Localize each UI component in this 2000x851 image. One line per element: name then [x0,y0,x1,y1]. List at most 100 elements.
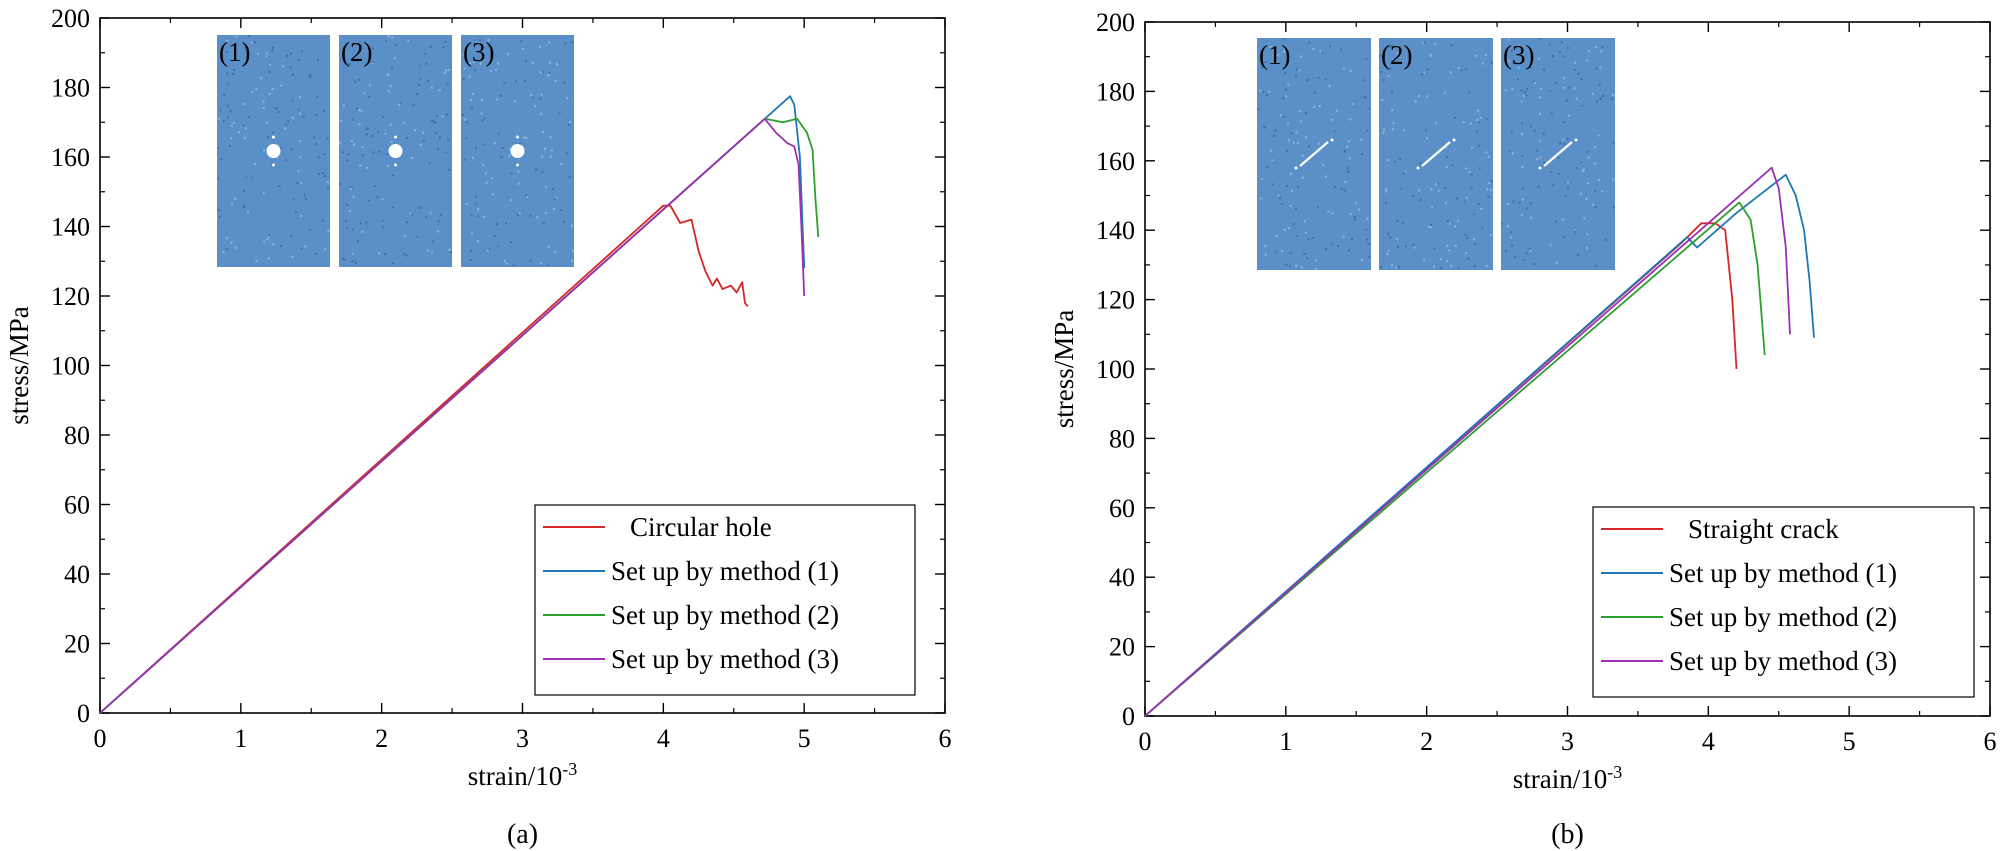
specimen-texture [1437,189,1440,192]
specimen-texture [234,246,237,249]
specimen-texture [1537,57,1540,60]
specimen-texture [393,57,396,60]
specimen-texture [1317,142,1320,145]
specimen-texture [490,60,493,63]
x-axis-label-exponent: -3 [1607,762,1622,782]
specimen-texture [1552,184,1555,187]
specimen-texture [1470,146,1473,149]
specimen-texture [1529,250,1532,253]
specimen-texture [1555,220,1558,223]
specimen-texture [550,149,553,152]
specimen-texture [1596,100,1599,103]
specimen-texture [1507,38,1510,41]
specimen-texture [268,71,271,74]
specimen-texture [1271,159,1274,162]
specimen-texture [1269,149,1272,152]
specimen-texture [554,79,557,82]
specimen-texture [1579,192,1582,195]
crack-particle [1574,138,1578,142]
hole-particle [516,135,519,139]
specimen-texture [564,42,567,45]
specimen-texture [497,62,500,65]
specimen-texture [402,121,405,124]
specimen-texture [469,258,472,261]
specimen-texture [536,216,539,219]
specimen-texture [493,142,496,145]
specimen-texture [1348,157,1351,160]
specimen-texture [1537,185,1540,188]
specimen-texture [1411,195,1414,198]
specimen-texture [220,158,223,161]
specimen-texture [404,235,407,238]
specimen-texture [303,194,306,197]
specimen-texture [266,55,269,58]
specimen-texture [351,228,354,231]
specimen-texture [1429,53,1432,56]
specimen-texture [1562,55,1565,58]
legend-label: Circular hole [630,512,772,542]
specimen-texture [492,193,495,196]
specimen-texture [1445,155,1448,158]
specimen-texture [567,124,570,127]
x-tick-label: 1 [234,724,247,753]
specimen-texture [513,100,516,103]
specimen-texture [532,96,535,99]
specimen-texture [1426,95,1429,98]
legend-label: Straight crack [1688,514,1839,544]
specimen-texture [439,136,442,139]
specimen-texture [1358,208,1361,211]
specimen-texture [1454,244,1457,247]
specimen-texture [351,260,354,263]
specimen-texture [443,71,446,74]
specimen-texture [1365,228,1368,231]
specimen-texture [1426,137,1429,140]
specimen-texture [1466,236,1469,239]
specimen-texture [384,253,387,256]
specimen-texture [280,84,283,87]
specimen-texture [1464,167,1467,170]
y-tick-label: 140 [1096,216,1135,245]
specimen-texture [1594,162,1597,165]
specimen-texture [435,115,438,118]
specimen-texture [1350,238,1353,241]
specimen-texture [530,94,533,97]
specimen-texture [447,69,450,72]
specimen-texture [304,245,307,248]
specimen-texture [1431,206,1434,209]
inset-label: (3) [1503,40,1534,70]
specimen-texture [1275,234,1278,237]
specimen-texture [382,226,385,229]
specimen-texture [560,162,563,165]
panel-label: (a) [507,819,538,850]
specimen-texture [1518,201,1521,204]
specimen-texture [1390,264,1393,267]
hole-particle [394,135,397,139]
specimen-texture [1379,54,1382,57]
specimen-texture [374,184,377,187]
straight-crack-mark [1421,141,1451,167]
specimen-texture [392,262,395,265]
x-tick-label: 3 [516,724,529,753]
specimen-texture [435,131,438,134]
circular-hole-mark [266,144,281,158]
specimen-texture [554,250,557,253]
crack-particle [1294,166,1298,170]
specimen-texture [1382,131,1385,134]
specimen-texture [312,136,315,139]
specimen-texture [1393,160,1396,163]
specimen-texture [1563,142,1566,145]
specimen-texture [416,93,419,96]
specimen-texture [569,120,572,123]
specimen-texture [1574,230,1577,233]
y-tick-label: 100 [51,352,90,381]
legend-label: Set up by method (1) [1669,558,1897,588]
specimen-texture [482,163,485,166]
specimen-texture [265,55,268,58]
specimen-texture [392,174,395,177]
specimen-texture [500,156,503,159]
specimen-texture [1567,114,1570,117]
specimen-texture [323,153,326,156]
specimen-texture [1295,131,1298,134]
specimen-texture [1533,129,1536,132]
specimen-texture [376,196,379,199]
